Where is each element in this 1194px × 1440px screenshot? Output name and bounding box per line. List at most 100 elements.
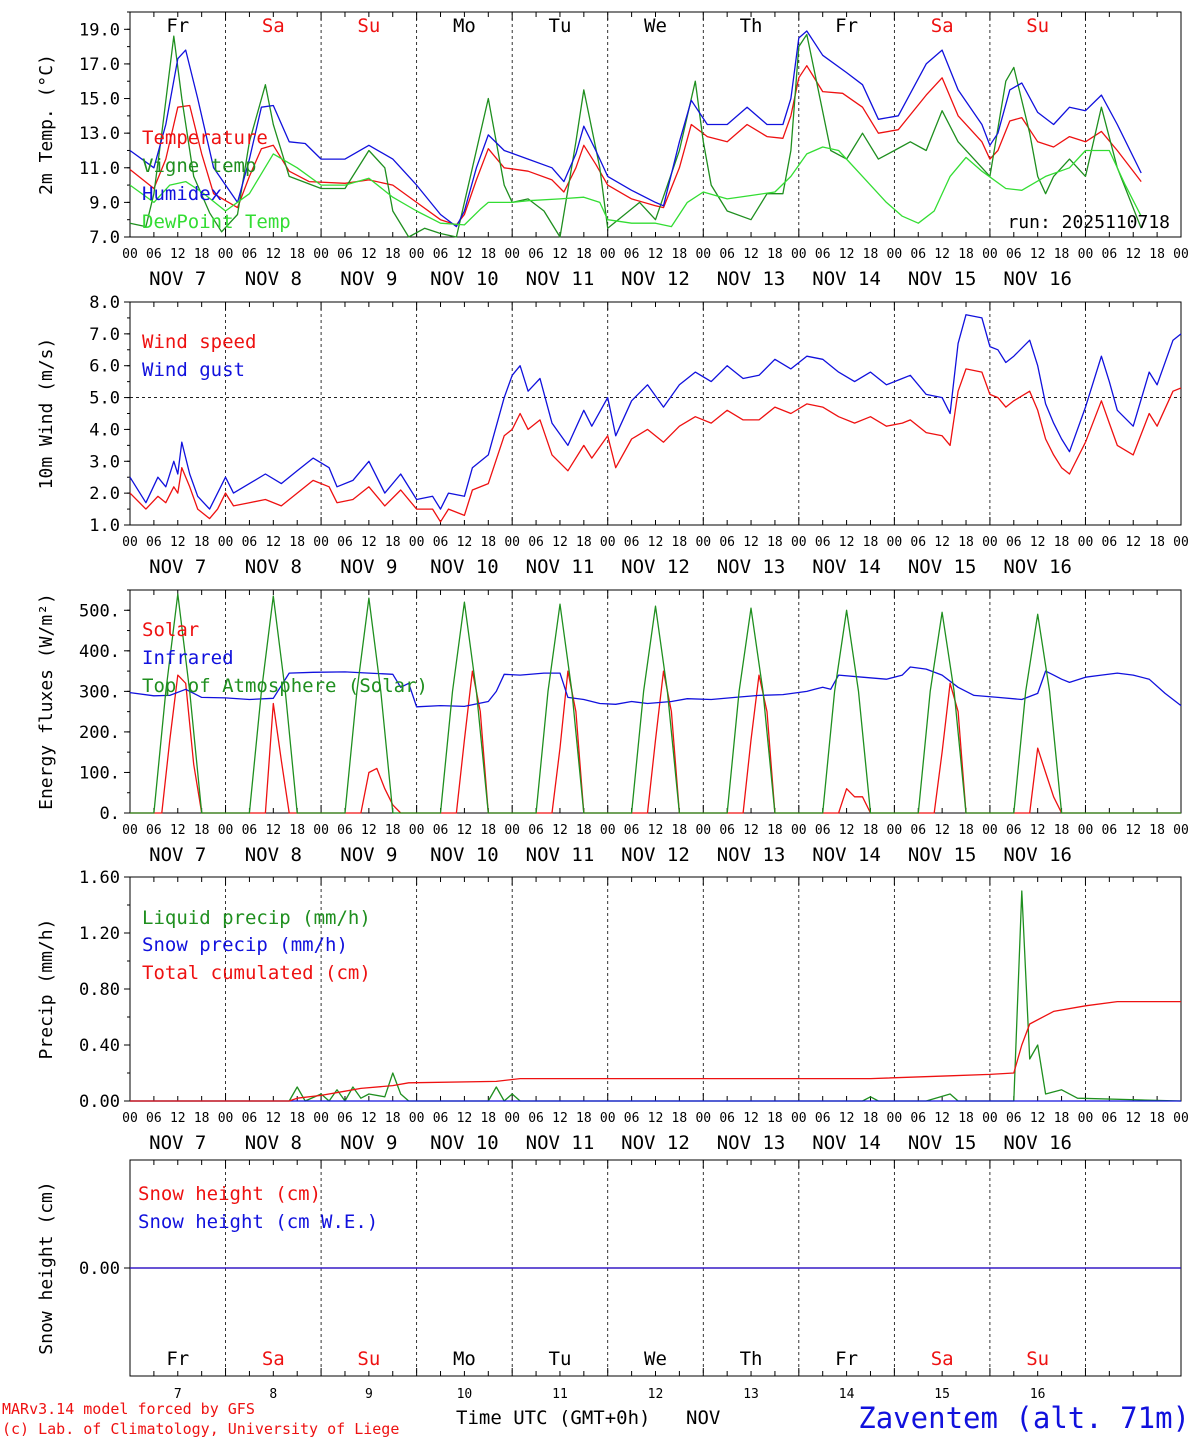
wind-hour-label: 18 [1054, 535, 1070, 550]
wind-hour-label: 18 [672, 535, 688, 550]
energy-hour-label: 12 [361, 823, 377, 838]
wind-date-label: NOV 10 [430, 556, 499, 578]
precip-hour-label: 12 [648, 1111, 664, 1126]
precip-hour-label: 12 [552, 1111, 568, 1126]
energy-hour-label: 12 [934, 823, 950, 838]
precip-hour-label: 12 [934, 1111, 950, 1126]
temperature-legend-entry: Vigne temp [142, 155, 256, 177]
temperature-ytick-label: 15.0 [79, 90, 120, 110]
temperature-hour-label: 06 [815, 247, 831, 262]
energy-ytick-label: 0. [100, 804, 120, 824]
temperature-hour-label: 18 [289, 247, 305, 262]
precip-ytick-label: 1.60 [79, 868, 120, 888]
precip-date-label: NOV 11 [526, 1132, 595, 1154]
weekday-label-top: Th [740, 15, 763, 37]
wind-hour-label: 00 [1173, 535, 1189, 550]
copyright-credit: (c) Lab. of Climatology, University of L… [2, 1420, 399, 1438]
wind-ytick-label: 5.0 [89, 389, 120, 409]
precip-hour-label: 06 [528, 1111, 544, 1126]
precip-date-label: NOV 8 [245, 1132, 302, 1154]
energy-hour-label: 06 [242, 823, 258, 838]
temperature-ytick-label: 17.0 [79, 55, 120, 75]
x-axis-title: Time UTC (GMT+0h) [456, 1407, 650, 1429]
temperature-ylabel: 2m Temp. (°C) [36, 54, 57, 195]
snow-legend-entry: Snow height (cm) [138, 1183, 321, 1205]
precip-hour-label: 12 [170, 1111, 186, 1126]
wind-date-label: NOV 13 [717, 556, 786, 578]
weekday-label-bottom: Su [1026, 1348, 1049, 1370]
energy-hour-label: 00 [982, 823, 998, 838]
precip-hour-label: 06 [910, 1111, 926, 1126]
energy-hour-label: 00 [409, 823, 425, 838]
wind-date-label: NOV 12 [621, 556, 690, 578]
month-label: NOV [686, 1407, 720, 1429]
precip-date-label: NOV 16 [1003, 1132, 1072, 1154]
energy-hour-label: 00 [887, 823, 903, 838]
wind-date-label: NOV 15 [908, 556, 977, 578]
model-credit: MARv3.14 model forced by GFS [2, 1400, 255, 1418]
wind-hour-label: 00 [600, 535, 616, 550]
wind-hour-label: 00 [122, 535, 138, 550]
wind-hour-label: 06 [624, 535, 640, 550]
precip-series-line [130, 1000, 1181, 1102]
energy-hour-label: 12 [648, 823, 664, 838]
temperature-date-label: NOV 14 [812, 268, 881, 290]
temperature-hour-label: 06 [624, 247, 640, 262]
temperature-hour-label: 12 [934, 247, 950, 262]
precip-hour-label: 18 [672, 1111, 688, 1126]
wind-hour-label: 12 [361, 535, 377, 550]
precip-hour-label: 18 [194, 1111, 210, 1126]
temperature-date-label: NOV 11 [526, 268, 595, 290]
wind-frame [129, 301, 1182, 526]
wind-hour-label: 06 [242, 535, 258, 550]
precip-hour-label: 18 [863, 1111, 879, 1126]
precip-ylabel: Precip (mm/h) [36, 919, 57, 1060]
wind-hour-label: 18 [385, 535, 401, 550]
temperature-hour-label: 06 [146, 247, 162, 262]
weekday-label-top: Su [1026, 15, 1049, 37]
temperature-legend-entry: DewPoint Temp [142, 211, 291, 233]
wind-series-line [129, 368, 1182, 523]
day-number-label: 7 [174, 1387, 182, 1402]
temperature-hour-label: 12 [648, 247, 664, 262]
energy-hour-label: 18 [194, 823, 210, 838]
wind-hour-label: 12 [265, 535, 281, 550]
energy-hour-label: 18 [576, 823, 592, 838]
wind-ytick-label: 1.0 [89, 516, 120, 536]
wind-hour-label: 18 [958, 535, 974, 550]
wind-date-label: NOV 7 [149, 556, 206, 578]
precip-hour-label: 06 [146, 1111, 162, 1126]
wind-hour-label: 00 [695, 535, 711, 550]
wind-hour-label: 18 [576, 535, 592, 550]
weekday-label-bottom: Mo [453, 1348, 476, 1370]
energy-hour-label: 06 [1102, 823, 1118, 838]
precip-hour-label: 18 [480, 1111, 496, 1126]
temperature-series-line [129, 65, 1142, 226]
temperature-hour-label: 18 [480, 247, 496, 262]
precip-ytick-label: 0.80 [79, 980, 120, 1000]
temperature-hour-label: 00 [887, 247, 903, 262]
weekday-label-bottom: Fr [835, 1348, 858, 1370]
temperature-hour-label: 18 [958, 247, 974, 262]
energy-hour-label: 12 [1125, 823, 1141, 838]
precip-date-label: NOV 9 [340, 1132, 397, 1154]
wind-series-line [129, 314, 1182, 510]
temperature-date-label: NOV 13 [717, 268, 786, 290]
precip-legend-entry: Total cumulated (cm) [142, 962, 371, 984]
precip-hour-label: 00 [887, 1111, 903, 1126]
energy-hour-label: 00 [1173, 823, 1189, 838]
temperature-legend-entry: Temperature [142, 127, 268, 149]
day-number-label: 12 [648, 1387, 664, 1402]
snow-ytick-label: 0.00 [79, 1259, 120, 1279]
precip-date-label: NOV 15 [908, 1132, 977, 1154]
wind-date-label: NOV 9 [340, 556, 397, 578]
precip-hour-label: 12 [265, 1111, 281, 1126]
temperature-hour-label: 12 [170, 247, 186, 262]
weekday-label-top: Mo [453, 15, 476, 37]
wind-hour-label: 06 [1102, 535, 1118, 550]
precip-legend-entry: Liquid precip (mm/h) [142, 907, 371, 929]
energy-legend-entry: Top of Atmosphere (Solar) [142, 675, 428, 697]
energy-hour-label: 12 [1030, 823, 1046, 838]
